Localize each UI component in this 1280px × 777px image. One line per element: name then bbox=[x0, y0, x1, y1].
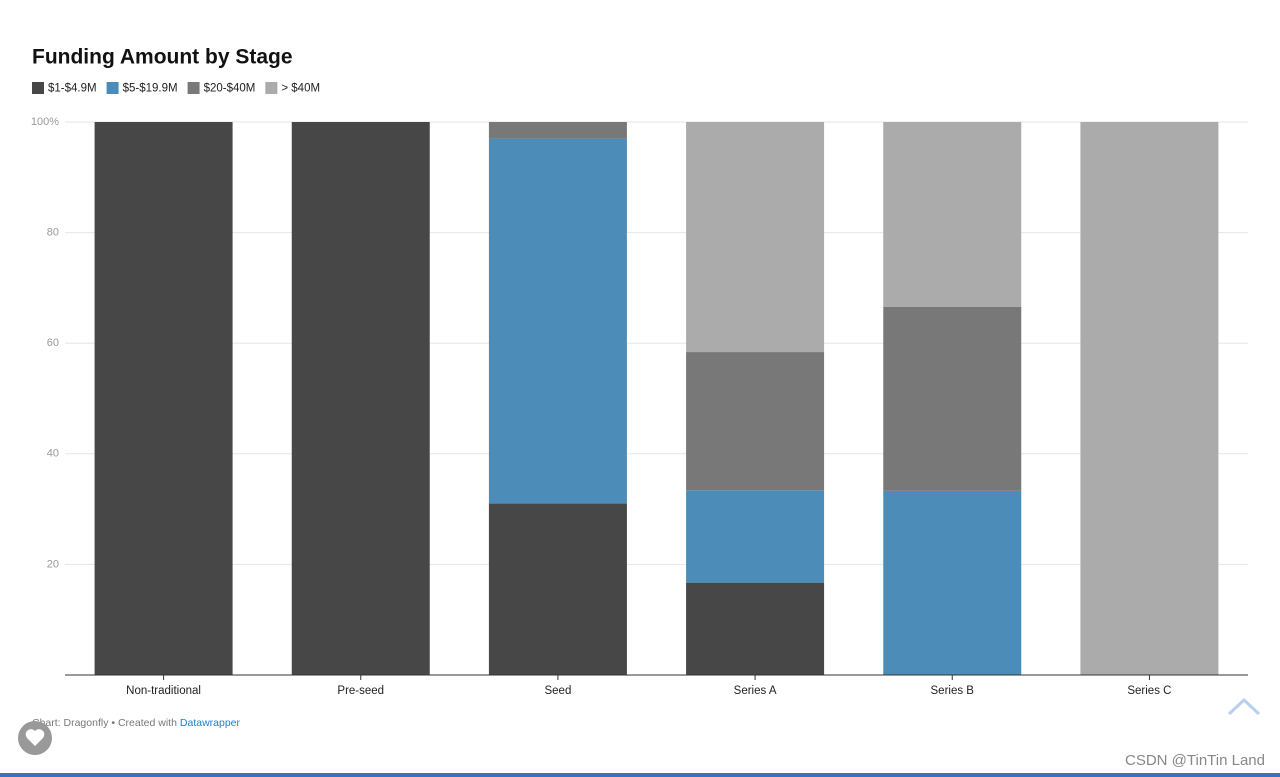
bar-segment bbox=[488, 122, 627, 139]
bar-segment bbox=[686, 582, 825, 675]
y-tick-label: 100% bbox=[31, 116, 59, 128]
bar-segment bbox=[686, 352, 825, 491]
x-tick-label: Seed bbox=[544, 685, 571, 697]
legend-swatch bbox=[32, 82, 44, 94]
y-tick-label: 20 bbox=[47, 558, 59, 570]
legend-swatch bbox=[265, 82, 278, 94]
bar-segment bbox=[883, 122, 1022, 307]
bar-segment bbox=[686, 490, 825, 583]
legend-swatch bbox=[106, 82, 119, 94]
legend-swatch bbox=[187, 82, 200, 94]
chart-title: Funding Amount by Stage bbox=[32, 46, 293, 69]
like-button[interactable] bbox=[18, 721, 52, 755]
bar-segment bbox=[94, 122, 233, 675]
bar-segment bbox=[488, 138, 627, 504]
scroll-top-icon[interactable] bbox=[1227, 697, 1261, 716]
x-tick-label: Series A bbox=[734, 685, 777, 697]
y-tick-label: 40 bbox=[47, 448, 59, 460]
bar-segment bbox=[883, 490, 1022, 675]
x-tick-label: Series B bbox=[931, 685, 975, 697]
y-tick-label: 60 bbox=[47, 337, 59, 349]
y-tick-label: 80 bbox=[47, 227, 59, 239]
footer-text: Chart: Dragonfly • Created with bbox=[32, 717, 177, 729]
legend-label: $20-$40M bbox=[204, 83, 256, 95]
bar-segment bbox=[883, 306, 1022, 491]
legend-label: > $40M bbox=[281, 83, 320, 95]
legend-label: $5-$19.9M bbox=[123, 83, 178, 95]
footer-link[interactable]: Datawrapper bbox=[180, 717, 241, 729]
bar-segment bbox=[686, 122, 825, 353]
bottom-border bbox=[0, 773, 1280, 777]
bar-segment bbox=[1080, 122, 1219, 675]
x-tick-label: Non-traditional bbox=[126, 685, 201, 697]
x-tick-label: Pre-seed bbox=[337, 685, 384, 697]
legend: $1-$4.9M $5-$19.9M $20-$40M > $40M bbox=[32, 82, 320, 95]
x-tick-label: Series C bbox=[1127, 685, 1171, 697]
heart-icon[interactable] bbox=[25, 729, 45, 746]
watermark: CSDN @TinTin Land bbox=[1125, 752, 1265, 769]
plot-area: 20 40 60 80 100% Non-traditional Pre-seed Seed S… bbox=[31, 116, 1248, 697]
bar-segment bbox=[488, 503, 627, 675]
bar-segment bbox=[291, 122, 430, 675]
legend-label: $1-$4.9M bbox=[48, 83, 97, 95]
